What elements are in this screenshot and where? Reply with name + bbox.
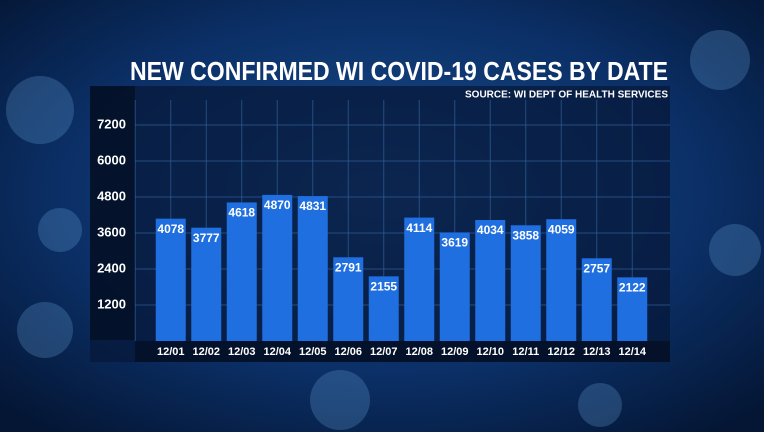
x-tick-label: 12/04	[263, 346, 291, 358]
bar	[546, 219, 577, 341]
bar	[475, 219, 506, 341]
bar	[617, 277, 648, 341]
data-label: 2155	[370, 280, 397, 294]
bar	[155, 218, 186, 341]
bar	[297, 196, 328, 341]
data-label: 4059	[548, 222, 575, 236]
data-label: 3619	[441, 236, 468, 250]
chart-subtitle: SOURCE: WI DEPT OF HEALTH SERVICES	[465, 90, 668, 101]
y-tick-label: 3600	[97, 224, 126, 239]
x-tick-label: 12/07	[370, 346, 398, 358]
x-tick-label: 12/08	[405, 346, 433, 358]
data-label: 4870	[264, 198, 291, 212]
data-label: 2757	[583, 261, 610, 275]
data-label: 3858	[512, 228, 539, 242]
y-tick-label: 4800	[97, 188, 126, 203]
x-tick-label: 12/13	[583, 346, 611, 358]
x-tick-label: 12/01	[157, 346, 185, 358]
y-tick-label: 1200	[97, 296, 126, 311]
y-tick-label: 7200	[97, 116, 126, 131]
x-tick-label: 12/09	[441, 346, 469, 358]
data-label: 4114	[406, 221, 432, 235]
x-tick-label: 12/06	[334, 346, 362, 358]
data-label: 3777	[193, 231, 220, 245]
bar	[262, 194, 293, 341]
data-label: 4618	[228, 206, 255, 220]
bar	[439, 232, 470, 341]
bar	[368, 276, 399, 341]
x-tick-label: 12/14	[618, 346, 646, 358]
bar	[191, 227, 222, 341]
x-tick-label: 12/02	[192, 346, 220, 358]
data-label: 4034	[477, 223, 504, 237]
data-label: 2122	[619, 281, 646, 295]
data-label: 4831	[299, 199, 326, 213]
x-tick-label: 12/10	[476, 346, 504, 358]
x-tick-label: 12/05	[299, 346, 327, 358]
x-tick-label: 12/11	[512, 346, 539, 358]
y-tick-label: 6000	[97, 152, 126, 167]
x-tick-label: 12/03	[228, 346, 256, 358]
data-label: 4078	[157, 222, 184, 236]
bar	[404, 217, 435, 341]
x-tick-label: 12/12	[547, 346, 575, 358]
bar	[226, 202, 257, 341]
y-tick-label: 2400	[97, 260, 126, 275]
y-axis-band	[90, 86, 135, 340]
data-label: 2791	[335, 260, 362, 274]
bar	[333, 257, 364, 341]
bar	[581, 258, 612, 341]
x-axis-band	[135, 341, 670, 362]
bar	[510, 225, 541, 341]
chart-title: NEW CONFIRMED WI COVID-19 CASES BY DATE	[130, 56, 668, 86]
virus-decoration	[6, 30, 761, 430]
